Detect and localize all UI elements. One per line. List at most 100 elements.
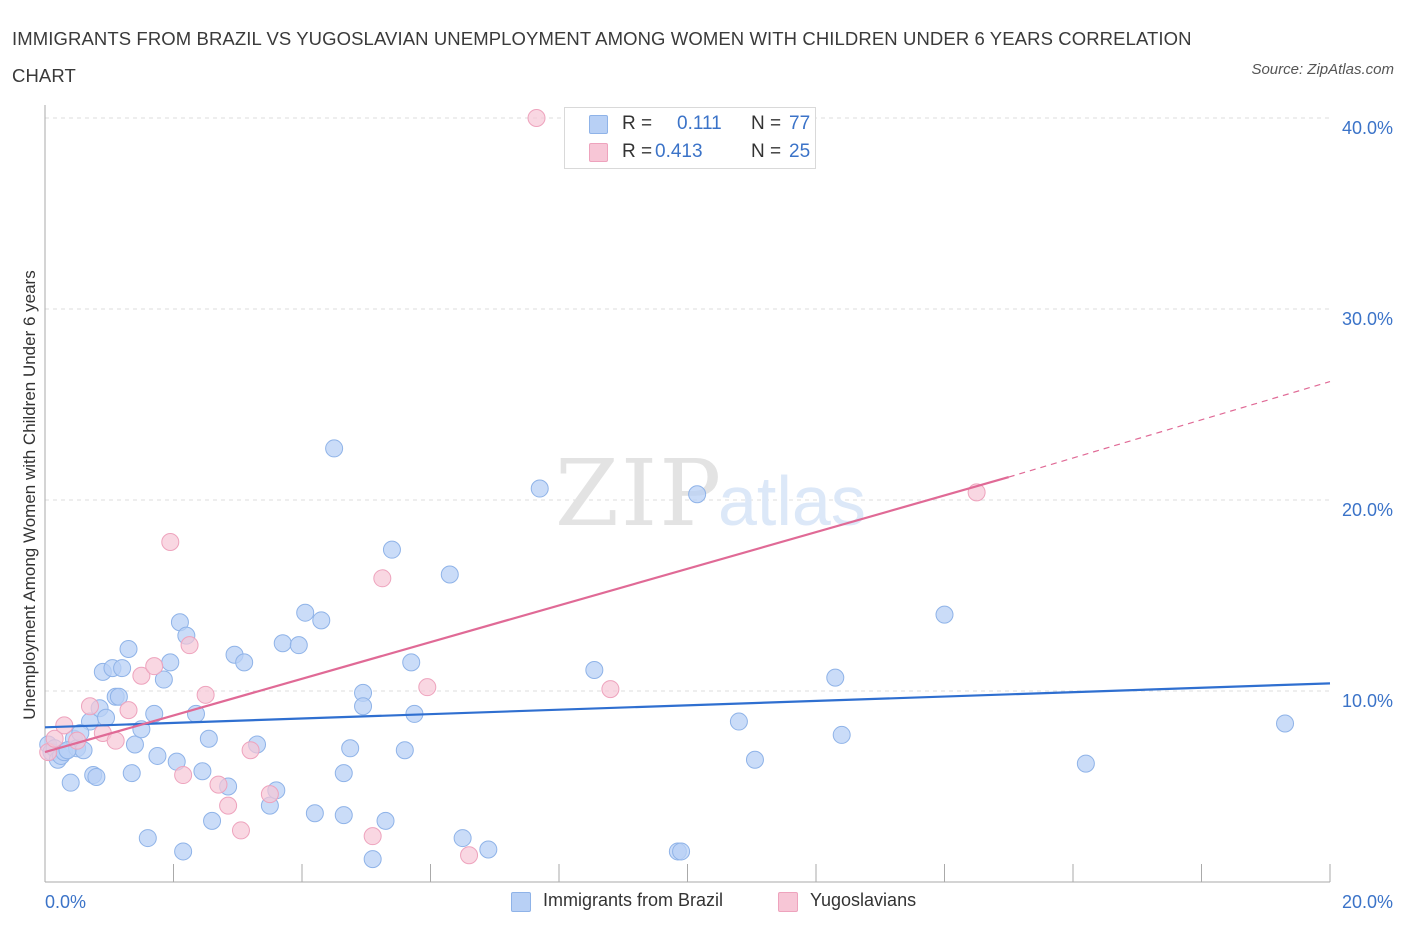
brazil-point [382, 540, 401, 559]
brazil-n-value: 77 [789, 113, 811, 134]
brazil-point [199, 729, 218, 748]
brazil-trend-line [44, 682, 1331, 729]
brazil-point [363, 850, 382, 869]
yugo-point [45, 729, 64, 748]
source-label: Source: ZipAtlas.com [1251, 61, 1394, 78]
y-tick-label: 20.0% [1342, 500, 1393, 520]
yugo-point [174, 766, 193, 785]
brazil-point [479, 840, 498, 859]
yugo-point [209, 775, 228, 794]
brazil-point [97, 708, 116, 727]
brazil-point [122, 764, 141, 783]
x-tick-label: 0.0% [45, 892, 86, 912]
yugo-n-value: 25 [789, 141, 811, 162]
stats-box: R = 0.111 N = 77 R = 0.413 N = 25 [564, 107, 816, 169]
brazil-point [832, 725, 851, 744]
yugo-point [260, 785, 279, 804]
brazil-point [585, 660, 604, 679]
brazil-point [935, 605, 954, 624]
brazil-point [688, 485, 707, 504]
brazil-point [109, 687, 128, 706]
yugo-point [601, 680, 620, 699]
tick-labels: 10.0% 20.0% 30.0% 40.0% 0.0% 20.0% [45, 118, 1393, 912]
brazil-point [376, 811, 395, 830]
brazil-point [193, 762, 212, 781]
yugo-trend-line [44, 476, 1010, 754]
brazil-point [341, 739, 360, 758]
yugo-point [460, 846, 479, 865]
brazil-point [154, 670, 173, 689]
chart-title: IMMIGRANTS FROM BRAZIL VS YUGOSLAVIAN UN… [12, 28, 1192, 86]
yugo-point [363, 827, 382, 846]
brazil-point [440, 565, 459, 584]
brazil-point [395, 741, 414, 760]
yugo-point [145, 657, 164, 676]
brazil-point [119, 639, 138, 658]
brazil-point [334, 806, 353, 825]
brazil-r-value: 0.111 [677, 113, 722, 134]
yugo-point [161, 533, 180, 552]
yugo-point [527, 109, 546, 127]
yugo-point [219, 796, 238, 815]
grid-lines [45, 117, 1330, 692]
brazil-point [113, 659, 132, 678]
yugo-trend-extension [1008, 381, 1331, 478]
brazil-point [145, 704, 164, 723]
brazil-point [61, 773, 80, 792]
brazil-legend-swatch [511, 892, 531, 912]
brazil-point [1276, 714, 1295, 733]
brazil-legend-label: Immigrants from Brazil [543, 890, 724, 910]
brazil-point [161, 653, 180, 672]
brazil-point [672, 842, 691, 861]
yugo-point [241, 741, 260, 760]
brazil-point [305, 804, 324, 823]
yugo-point [418, 678, 437, 697]
yugo-point [231, 821, 250, 840]
x-tick-label: 20.0% [1342, 892, 1393, 912]
yugo-legend-label: Yugoslavians [810, 890, 917, 910]
brazil-point [312, 611, 331, 630]
yugo-legend-swatch [778, 892, 798, 912]
y-tick-label: 10.0% [1342, 691, 1393, 711]
yugo-r-value: 0.413 [655, 141, 703, 162]
brazil-point [402, 653, 421, 672]
brazil-point [1076, 754, 1095, 773]
r-label: R = [622, 113, 653, 134]
watermark-atlas: atlas [718, 462, 866, 540]
yugo-point [80, 697, 99, 716]
brazil-point [148, 746, 167, 765]
n-label: N = [751, 113, 782, 134]
brazil-point [289, 636, 308, 655]
brazil-point [125, 735, 144, 754]
brazil-point [453, 829, 472, 848]
yugo-point [119, 701, 138, 720]
n-label: N = [751, 141, 782, 162]
y-axis-label-wrap: Unemployment Among Women with Children U… [15, 230, 45, 760]
yugo-point [180, 636, 199, 655]
yugoslavians-series [39, 109, 986, 865]
y-axis-label: Unemployment Among Women with Children U… [20, 270, 39, 720]
yugo-point [373, 569, 392, 588]
brazil-point [203, 811, 222, 830]
brazil-point [530, 479, 549, 498]
brazil-swatch [589, 115, 608, 134]
brazil-point [235, 653, 254, 672]
brazil-point [138, 829, 157, 848]
y-tick-label: 30.0% [1342, 309, 1393, 329]
trend-lines [44, 381, 1331, 754]
brazil-point [334, 764, 353, 783]
brazil-point [296, 603, 315, 622]
brazil-point [87, 767, 106, 786]
y-tick-label: 40.0% [1342, 118, 1393, 138]
brazil-point [826, 668, 845, 687]
brazil-point [745, 750, 764, 769]
brazil-point [325, 439, 344, 458]
yugo-point [196, 685, 215, 704]
brazil-point [354, 697, 373, 716]
brazil-point [174, 842, 193, 861]
yugo-swatch [589, 143, 608, 162]
brazil-point [729, 712, 748, 731]
yugo-point [132, 666, 151, 685]
r-label: R = [622, 141, 653, 162]
